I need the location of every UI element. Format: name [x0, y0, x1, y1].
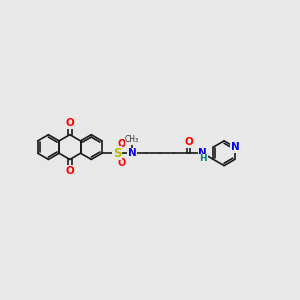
Text: CH₃: CH₃	[125, 136, 139, 145]
Text: O: O	[65, 118, 74, 128]
Text: N: N	[198, 148, 207, 158]
Text: N: N	[231, 142, 240, 152]
Text: S: S	[113, 147, 122, 160]
Text: O: O	[118, 139, 126, 149]
Text: O: O	[65, 166, 74, 176]
Text: O: O	[118, 158, 126, 168]
Text: O: O	[184, 137, 193, 147]
Text: H: H	[200, 154, 207, 163]
Text: N: N	[128, 148, 136, 158]
